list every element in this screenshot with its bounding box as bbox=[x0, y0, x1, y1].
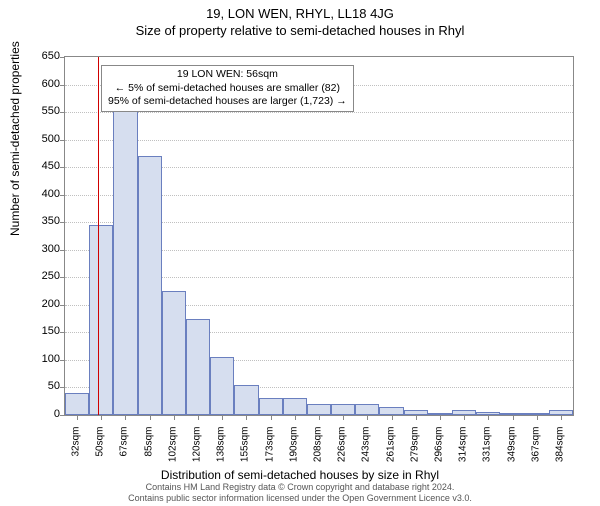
xtick-label: 384sqm bbox=[554, 427, 565, 477]
property-annotation: 19 LON WEN: 56sqm ← 5% of semi-detached … bbox=[101, 65, 354, 112]
ytick-mark bbox=[60, 57, 65, 58]
histogram-bar bbox=[89, 225, 113, 415]
footer-attribution: Contains HM Land Registry data © Crown c… bbox=[0, 482, 600, 504]
xtick-mark bbox=[77, 415, 78, 420]
ytick-label: 150 bbox=[20, 325, 60, 337]
ytick-mark bbox=[60, 305, 65, 306]
xtick-mark bbox=[271, 415, 272, 420]
xtick-label: 279sqm bbox=[409, 427, 420, 477]
ytick-mark bbox=[60, 360, 65, 361]
xtick-label: 85sqm bbox=[143, 427, 154, 477]
xtick-mark bbox=[150, 415, 151, 420]
histogram-bar bbox=[379, 407, 403, 415]
xtick-label: 314sqm bbox=[458, 427, 469, 477]
histogram-bar bbox=[259, 398, 283, 415]
xtick-label: 138sqm bbox=[216, 427, 227, 477]
ytick-label: 650 bbox=[20, 50, 60, 62]
ytick-mark bbox=[60, 112, 65, 113]
xtick-label: 261sqm bbox=[385, 427, 396, 477]
xtick-mark bbox=[416, 415, 417, 420]
xtick-label: 67sqm bbox=[119, 427, 130, 477]
ytick-label: 250 bbox=[20, 270, 60, 282]
ytick-mark bbox=[60, 387, 65, 388]
ytick-label: 500 bbox=[20, 133, 60, 145]
ytick-mark bbox=[60, 222, 65, 223]
xtick-label: 120sqm bbox=[192, 427, 203, 477]
ytick-mark bbox=[60, 167, 65, 168]
ytick-mark bbox=[60, 195, 65, 196]
xtick-label: 226sqm bbox=[337, 427, 348, 477]
xtick-mark bbox=[198, 415, 199, 420]
ytick-label: 300 bbox=[20, 243, 60, 255]
xtick-mark bbox=[222, 415, 223, 420]
ytick-label: 400 bbox=[20, 188, 60, 200]
histogram-bar bbox=[186, 319, 210, 415]
ytick-label: 550 bbox=[20, 105, 60, 117]
xtick-mark bbox=[319, 415, 320, 420]
xtick-label: 331sqm bbox=[482, 427, 493, 477]
xtick-mark bbox=[464, 415, 465, 420]
xtick-label: 32sqm bbox=[71, 427, 82, 477]
xtick-mark bbox=[537, 415, 538, 420]
xtick-label: 208sqm bbox=[313, 427, 324, 477]
ytick-mark bbox=[60, 415, 65, 416]
histogram-bar bbox=[138, 156, 162, 415]
ytick-mark bbox=[60, 332, 65, 333]
histogram-bar bbox=[65, 393, 89, 415]
xtick-mark bbox=[488, 415, 489, 420]
ytick-label: 100 bbox=[20, 353, 60, 365]
gridline bbox=[65, 140, 573, 141]
ytick-mark bbox=[60, 85, 65, 86]
reference-line bbox=[98, 57, 99, 415]
xtick-label: 349sqm bbox=[506, 427, 517, 477]
histogram-bar bbox=[234, 385, 258, 415]
xtick-mark bbox=[246, 415, 247, 420]
xtick-mark bbox=[125, 415, 126, 420]
annotation-line-2: ← 5% of semi-detached houses are smaller… bbox=[108, 82, 347, 96]
xtick-mark bbox=[513, 415, 514, 420]
ytick-label: 450 bbox=[20, 160, 60, 172]
histogram-bar bbox=[113, 107, 137, 415]
histogram-bar bbox=[307, 404, 331, 415]
ytick-label: 50 bbox=[20, 380, 60, 392]
xtick-mark bbox=[367, 415, 368, 420]
xtick-label: 50sqm bbox=[95, 427, 106, 477]
footer-line-1: Contains HM Land Registry data © Crown c… bbox=[0, 482, 600, 493]
xtick-mark bbox=[392, 415, 393, 420]
histogram-bar bbox=[162, 291, 186, 415]
xtick-label: 367sqm bbox=[530, 427, 541, 477]
xtick-label: 296sqm bbox=[433, 427, 444, 477]
histogram-bar bbox=[283, 398, 307, 415]
gridline bbox=[65, 112, 573, 113]
xtick-mark bbox=[343, 415, 344, 420]
ytick-mark bbox=[60, 277, 65, 278]
ytick-mark bbox=[60, 140, 65, 141]
ytick-label: 600 bbox=[20, 78, 60, 90]
page-title: 19, LON WEN, RHYL, LL18 4JG bbox=[0, 6, 600, 21]
histogram-bar bbox=[210, 357, 234, 415]
xtick-mark bbox=[561, 415, 562, 420]
annotation-line-3: 95% of semi-detached houses are larger (… bbox=[108, 95, 347, 109]
xtick-mark bbox=[174, 415, 175, 420]
xtick-label: 173sqm bbox=[264, 427, 275, 477]
xtick-mark bbox=[295, 415, 296, 420]
xtick-label: 102sqm bbox=[167, 427, 178, 477]
xtick-mark bbox=[440, 415, 441, 420]
histogram-bar bbox=[331, 404, 355, 415]
xtick-label: 243sqm bbox=[361, 427, 372, 477]
histogram-plot: 19 LON WEN: 56sqm ← 5% of semi-detached … bbox=[64, 56, 574, 416]
annotation-line-1: 19 LON WEN: 56sqm bbox=[108, 68, 347, 82]
xtick-label: 190sqm bbox=[288, 427, 299, 477]
ytick-label: 0 bbox=[20, 408, 60, 420]
xtick-label: 155sqm bbox=[240, 427, 251, 477]
page-subtitle: Size of property relative to semi-detach… bbox=[0, 23, 600, 38]
footer-line-2: Contains public sector information licen… bbox=[0, 493, 600, 504]
xtick-mark bbox=[101, 415, 102, 420]
ytick-label: 350 bbox=[20, 215, 60, 227]
ytick-label: 200 bbox=[20, 298, 60, 310]
ytick-mark bbox=[60, 250, 65, 251]
histogram-bar bbox=[355, 404, 379, 415]
